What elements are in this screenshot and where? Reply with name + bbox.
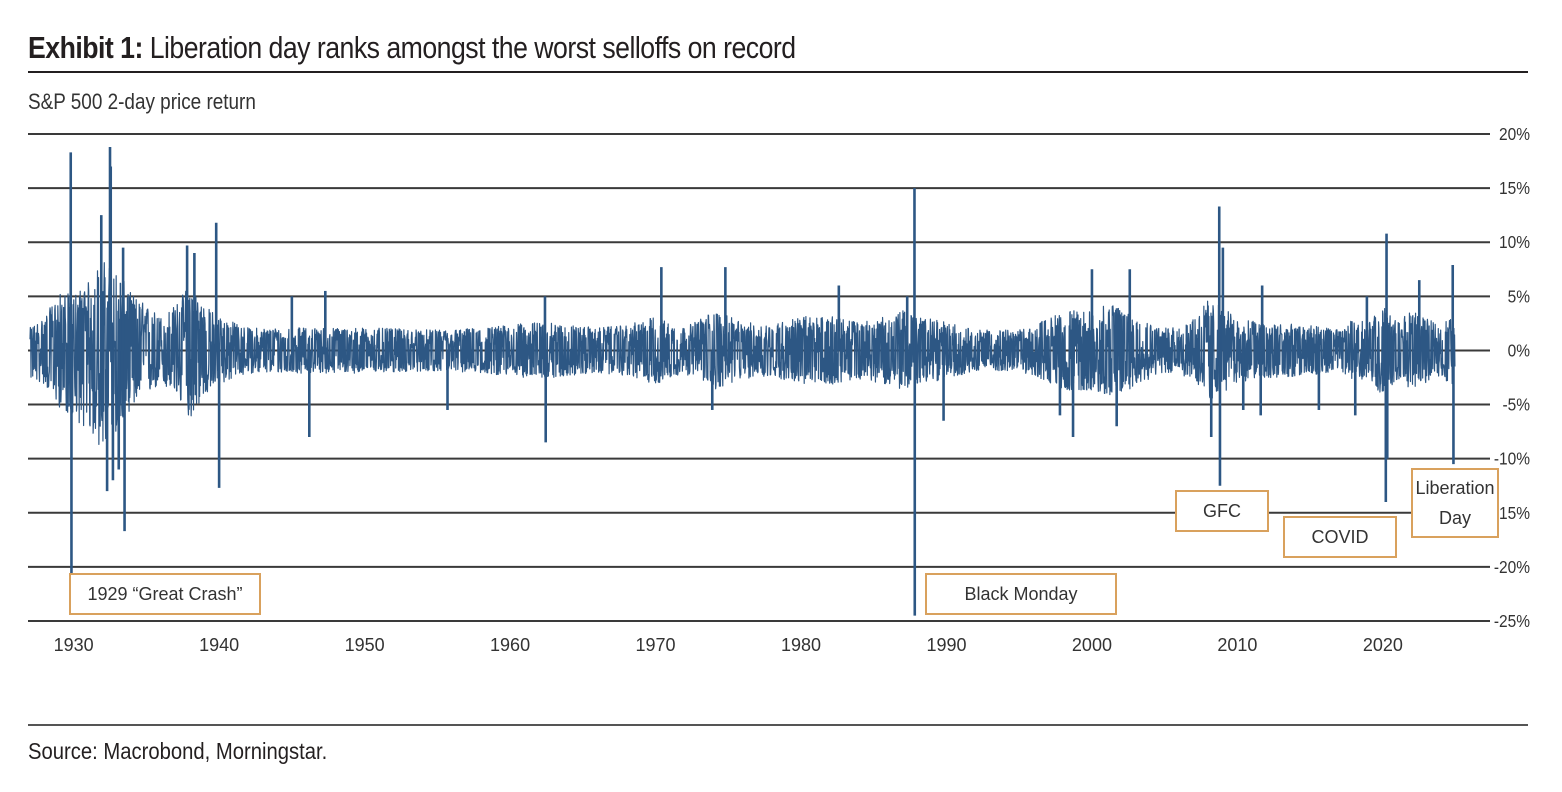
chart-subtitle: S&P 500 2-day price return	[28, 89, 256, 114]
x-tick-label-4: 1970	[636, 635, 676, 655]
x-tick-label-0: 1930	[54, 635, 94, 655]
y-tick-label-2: 10%	[1499, 232, 1530, 252]
annotation-box-1	[925, 573, 1117, 615]
y-axis-tick-labels: 20% 15% 10% 5% 0% -5% -10% -15% -20% -25%	[1494, 124, 1530, 631]
annotation-label-line-0-0: 1929 “Great Crash”	[87, 584, 242, 604]
y-tick-label-0: 20%	[1499, 124, 1530, 144]
annotation-1: Black Monday	[925, 573, 1117, 615]
footer-rule	[28, 724, 1528, 726]
chart-title-lead: Exhibit 1:	[28, 30, 143, 65]
x-tick-label-2: 1950	[345, 635, 385, 655]
annotation-label-1: Black Monday	[964, 584, 1077, 604]
annotation-box-3	[1283, 516, 1397, 558]
source-note: Source: Macrobond, Morningstar.	[28, 738, 328, 764]
annotation-label-line-3-0: COVID	[1311, 527, 1368, 547]
series-sp500-2day-return	[29, 146, 1456, 616]
y-tick-label-4: 0%	[1508, 340, 1530, 360]
x-tick-label-9: 2020	[1363, 635, 1403, 655]
series-line	[29, 262, 1456, 446]
price-return-chart: 20% 15% 10% 5% 0% -5% -10% -15% -20% -25% 1930 194…	[28, 124, 1530, 655]
x-tick-label-5: 1980	[781, 635, 821, 655]
annotation-label-2: GFC	[1203, 501, 1241, 521]
annotation-label-line-4-1: Day	[1439, 508, 1471, 528]
annotation-label-line-4-0: Liberation	[1415, 478, 1494, 498]
annotation-label-line-1-0: Black Monday	[964, 584, 1077, 604]
annotation-4: Liberation Day	[1411, 468, 1499, 538]
x-axis-tick-labels: 1930 1940 1950 1960 1970 1980 1990 2000 2010 2020	[54, 635, 1403, 655]
annotation-box-0	[69, 573, 261, 615]
chart-title: Exhibit 1: Liberation day ranks amongst …	[28, 28, 796, 68]
x-tick-label-3: 1960	[490, 635, 530, 655]
y-tick-label-3: 5%	[1508, 286, 1530, 306]
x-tick-label-1: 1940	[199, 635, 239, 655]
y-tick-label-1: 15%	[1499, 178, 1530, 198]
y-tick-label-7: -15%	[1494, 503, 1530, 523]
annotation-label-4: Liberation Day	[1415, 478, 1494, 528]
annotation-box-4	[1411, 468, 1499, 538]
x-tick-label-7: 2000	[1072, 635, 1112, 655]
y-tick-label-8: -20%	[1494, 557, 1530, 577]
annotation-label-0: 1929 “Great Crash”	[87, 584, 242, 604]
annotation-box-2	[1175, 490, 1269, 532]
annotation-2: GFC	[1175, 490, 1269, 532]
chart-title-text: Liberation day ranks amongst the worst s…	[149, 30, 796, 65]
annotation-label-3: COVID	[1311, 527, 1368, 547]
y-tick-label-9: -25%	[1494, 611, 1530, 631]
annotation-label-line-2-0: GFC	[1203, 501, 1241, 521]
x-tick-label-8: 2010	[1217, 635, 1257, 655]
title-rule	[28, 71, 1528, 73]
y-tick-label-6: -10%	[1494, 449, 1530, 469]
annotation-3: COVID	[1283, 516, 1397, 558]
event-annotations: 1929 “Great Crash” Black Monday GFC COVID Li…	[69, 468, 1499, 615]
annotation-0: 1929 “Great Crash”	[69, 573, 261, 615]
x-tick-label-6: 1990	[926, 635, 966, 655]
y-tick-label-5: -5%	[1502, 394, 1530, 414]
